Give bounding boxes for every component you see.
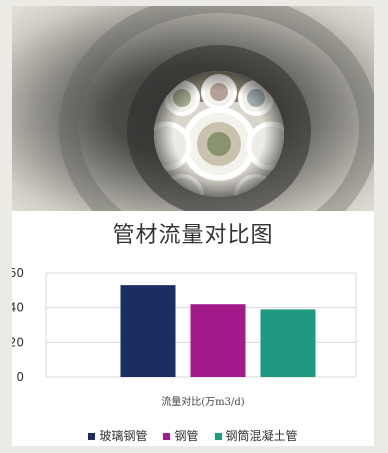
- legend-item: 玻璃钢管: [88, 428, 147, 444]
- flow-comparison-chart: 管材流量对比图 0 20 40 60 流量对比(万m3/d) 玻璃钢管 钢管 钢筒混凝土管: [12, 211, 374, 446]
- y-tick-label: 60: [12, 266, 24, 280]
- y-tick-label: 20: [12, 335, 24, 349]
- legend-item: 钢管: [163, 428, 199, 444]
- legend-swatch: [163, 432, 171, 440]
- y-tick-label: 0: [16, 370, 24, 384]
- bar-plot: 0 20 40 60: [12, 266, 357, 384]
- pipe-photo: [12, 6, 374, 211]
- bar-1: [120, 285, 176, 377]
- legend-swatch: [214, 432, 222, 440]
- bar-2: [190, 304, 246, 377]
- x-axis-label: 流量对比(万m3/d): [161, 397, 245, 408]
- legend-label: 钢筒混凝土管: [225, 429, 298, 443]
- legend-item: 钢筒混凝土管: [214, 428, 298, 444]
- y-tick-label: 40: [12, 301, 24, 315]
- legend-label: 钢管: [174, 429, 199, 443]
- legend-label: 玻璃钢管: [99, 429, 148, 443]
- bar-3: [260, 309, 316, 377]
- article-card: 管材流量对比图 0 20 40 60 流量对比(万m3/d) 玻璃钢管 钢管 钢筒混凝土管: [12, 6, 374, 446]
- chart-title: 管材流量对比图: [112, 223, 274, 248]
- legend-swatch: [88, 432, 96, 440]
- chart-legend: 玻璃钢管 钢管 钢筒混凝土管: [12, 428, 374, 444]
- pipe-interior-image: [12, 6, 374, 211]
